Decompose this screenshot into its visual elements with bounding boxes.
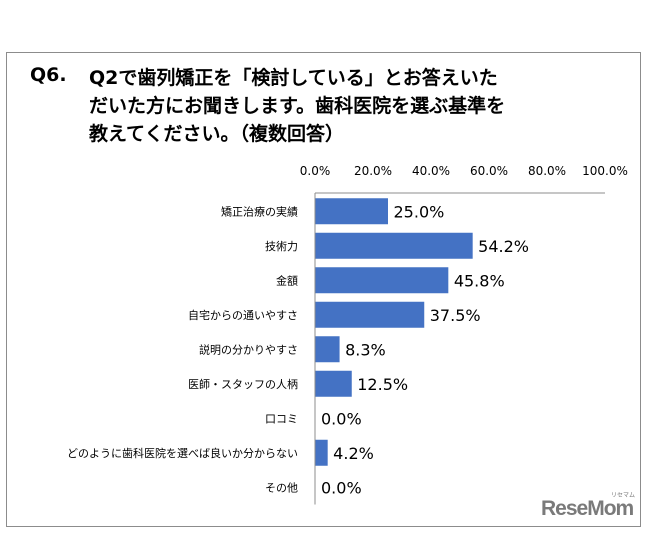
data-label: 25.0%	[394, 202, 445, 221]
data-label: 37.5%	[430, 306, 481, 325]
logo-ruby: リセマム	[611, 493, 636, 499]
category-label: 矯正治療の実績	[221, 204, 298, 218]
question-number: Q6.	[30, 64, 67, 86]
x-tick-label: 100.0%	[582, 164, 628, 178]
category-label: 技術力	[265, 240, 298, 253]
resemom-logo: ReseMom リセマム	[541, 493, 635, 521]
question-line-3: 教えてください。（複数回答）	[89, 123, 344, 145]
bar	[315, 370, 352, 397]
data-label: 54.2%	[478, 237, 529, 256]
category-label: その他	[265, 481, 298, 494]
x-tick-label: 0.0%	[300, 164, 331, 178]
category-label: どのように歯科医院を選べば良いか分からない	[67, 446, 298, 460]
category-label: 口コミ	[265, 412, 298, 425]
x-tick-label: 40.0%	[412, 164, 450, 178]
data-label: 8.3%	[345, 340, 386, 359]
logo-text: ReseMom	[541, 497, 634, 520]
data-label: 0.0%	[321, 409, 362, 428]
question-text: Q2で歯列矯正を「検討している」とお答えいた だいた方にお聞きします。歯科医院を…	[89, 64, 634, 148]
question-line-1: Q2で歯列矯正を「検討している」とお答えいた	[89, 67, 498, 89]
data-label: 4.2%	[333, 444, 374, 463]
data-label: 12.5%	[357, 375, 408, 394]
category-label: 金額	[276, 273, 298, 287]
bar	[315, 439, 328, 466]
category-label: 医師・スタッフの人柄	[188, 378, 298, 391]
x-tick-label: 60.0%	[470, 164, 508, 178]
bar	[315, 198, 388, 225]
bar	[315, 301, 425, 328]
data-label: 0.0%	[321, 478, 362, 497]
bar	[315, 267, 449, 294]
data-label: 45.8%	[454, 271, 505, 290]
x-tick-label: 80.0%	[528, 164, 566, 178]
bar	[315, 232, 473, 259]
bar	[315, 336, 340, 363]
category-label: 自宅からの通いやすさ	[188, 308, 298, 322]
question-line-2: だいた方にお聞きします。歯科医院を選ぶ基準を	[89, 95, 506, 117]
category-label: 説明の分かりやすさ	[199, 342, 298, 356]
x-tick-label: 20.0%	[354, 164, 392, 178]
